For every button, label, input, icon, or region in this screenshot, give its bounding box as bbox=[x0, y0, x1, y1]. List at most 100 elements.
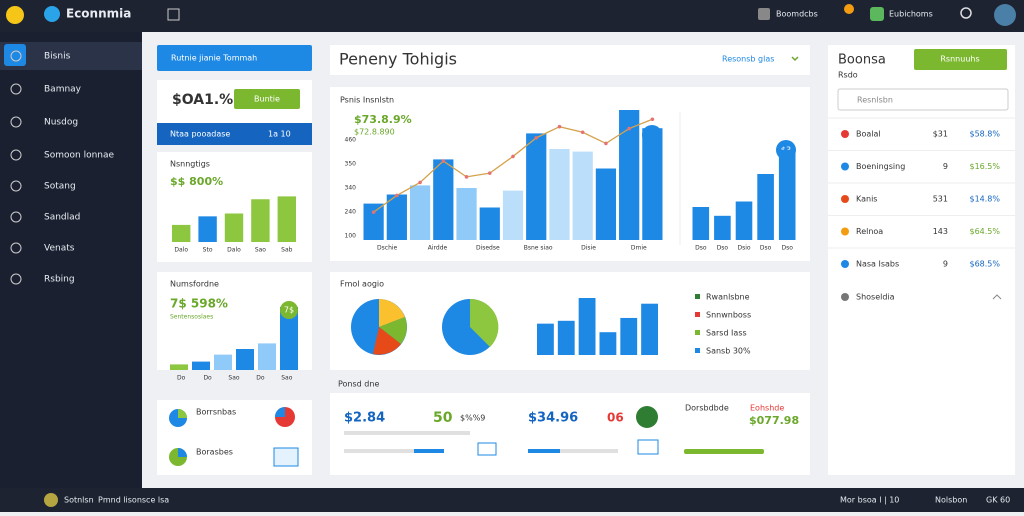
row-icon bbox=[841, 260, 849, 268]
panel-more[interactable]: Shoseldia bbox=[856, 293, 895, 302]
search-placeholder[interactable]: Resnlsbn bbox=[857, 96, 893, 105]
pie bbox=[351, 299, 407, 355]
progress bbox=[414, 449, 444, 453]
legend-item: Snnwnboss bbox=[706, 311, 751, 320]
bar bbox=[642, 128, 663, 240]
topbar bbox=[0, 0, 1024, 32]
bar-strip bbox=[157, 123, 312, 145]
bar bbox=[549, 149, 570, 240]
chart-icon bbox=[273, 447, 299, 467]
nav-item[interactable]: Nusdog bbox=[44, 118, 78, 128]
icon[interactable] bbox=[758, 8, 770, 20]
row-count: 143 bbox=[933, 227, 948, 236]
icon bbox=[477, 442, 497, 456]
row-pct: $58.8% bbox=[969, 130, 1000, 139]
x-label: Airdde bbox=[428, 245, 448, 252]
nav-item[interactable]: Sotang bbox=[44, 182, 76, 192]
nav-item[interactable]: Rsbing bbox=[44, 275, 75, 285]
row-pct: $68.5% bbox=[969, 260, 1000, 269]
bar bbox=[386, 194, 407, 240]
legend-item: Sansb 30% bbox=[706, 347, 751, 356]
row-name[interactable]: Relnoa bbox=[856, 227, 883, 236]
card-title: Numsfordne bbox=[170, 280, 219, 289]
row-count: 9 bbox=[943, 260, 948, 269]
row-icon bbox=[841, 227, 849, 236]
footer-page: Mor bsoa l | 10 bbox=[840, 496, 899, 505]
search-icon[interactable] bbox=[960, 7, 972, 19]
footer-user: Sotnlsn bbox=[64, 496, 94, 505]
icon[interactable] bbox=[870, 7, 884, 21]
legend-item: Rwanlsbne bbox=[706, 293, 750, 302]
x-label: Do bbox=[256, 375, 265, 382]
x-label: Dso bbox=[760, 245, 772, 252]
search-box[interactable] bbox=[837, 88, 1009, 111]
bar bbox=[258, 343, 276, 370]
progress-track bbox=[528, 449, 618, 453]
nav-item[interactable]: Bisnis bbox=[44, 52, 71, 62]
bar bbox=[641, 303, 658, 355]
nav-item[interactable]: Sandlad bbox=[44, 213, 80, 223]
x-label: Dschie bbox=[377, 245, 398, 252]
bar bbox=[572, 151, 593, 240]
bar bbox=[456, 188, 477, 240]
footer bbox=[0, 488, 1024, 512]
nav-item[interactable]: Venats bbox=[44, 244, 75, 254]
row-name[interactable]: Kanis bbox=[856, 195, 877, 204]
bar bbox=[502, 190, 524, 240]
nav-icon bbox=[10, 211, 22, 223]
page-title: Peneny Tohigis bbox=[339, 50, 457, 69]
row-name[interactable]: Boeningsing bbox=[856, 162, 905, 171]
row-pct: $16.5% bbox=[969, 162, 1000, 171]
trend-point bbox=[650, 117, 655, 122]
stat: 06 bbox=[607, 411, 624, 425]
header-card bbox=[157, 45, 312, 71]
nav-item[interactable]: Bamnay bbox=[44, 85, 82, 95]
row-name[interactable]: Boalal bbox=[856, 130, 881, 139]
legend-swatch bbox=[695, 330, 700, 335]
bar bbox=[599, 332, 617, 355]
workspace[interactable]: Eubichoms bbox=[889, 10, 933, 19]
x-label: Dso bbox=[781, 245, 793, 252]
filter[interactable]: Resonsb glas bbox=[722, 55, 774, 64]
x-label: Dalo bbox=[174, 247, 188, 254]
button[interactable] bbox=[234, 89, 300, 109]
bar bbox=[479, 207, 500, 240]
title-card bbox=[330, 45, 810, 75]
stat-label: Dorsbdbde bbox=[685, 404, 729, 413]
card-sub: Sentensoslaes bbox=[170, 314, 213, 321]
chevron[interactable] bbox=[992, 294, 1002, 300]
trend-point bbox=[487, 171, 492, 175]
bar bbox=[214, 354, 232, 370]
bar bbox=[692, 207, 710, 240]
chart-title: Psnis Insnlstn bbox=[340, 96, 394, 105]
notification[interactable] bbox=[844, 4, 854, 14]
row-name[interactable]: Nasa Isabs bbox=[856, 260, 899, 269]
button-text[interactable]: Rsnnuuhs bbox=[940, 55, 979, 64]
list-item: Borasbes bbox=[196, 448, 233, 457]
bar bbox=[251, 199, 270, 242]
panel-sub: Rsdo bbox=[838, 71, 858, 80]
strip-text: Ntaa pooadase bbox=[170, 130, 230, 139]
x-label: Dso bbox=[695, 245, 707, 252]
stat: 50 bbox=[433, 410, 453, 426]
x-label: Disie bbox=[581, 245, 596, 252]
button[interactable] bbox=[914, 49, 1007, 70]
bar bbox=[735, 201, 753, 240]
avatar[interactable] bbox=[994, 4, 1016, 26]
progress-track bbox=[344, 431, 470, 435]
user[interactable]: Boomdcbs bbox=[776, 10, 818, 19]
x-label: Dalo bbox=[227, 247, 241, 254]
button-text[interactable]: Buntie bbox=[254, 95, 280, 104]
icon[interactable] bbox=[167, 8, 180, 21]
legend-swatch bbox=[695, 348, 700, 353]
nav-item[interactable]: Somoon lonnae bbox=[44, 151, 114, 161]
bar bbox=[236, 349, 254, 370]
row-count: $31 bbox=[933, 130, 948, 139]
bar bbox=[619, 110, 640, 240]
row-pct: $14.8% bbox=[969, 195, 1000, 204]
legend-item: Sarsd Iass bbox=[706, 329, 747, 338]
badge bbox=[280, 301, 298, 319]
amount: $OA1.% bbox=[172, 92, 233, 108]
chevron[interactable] bbox=[791, 56, 799, 62]
card-value: $$ 800% bbox=[170, 175, 223, 188]
